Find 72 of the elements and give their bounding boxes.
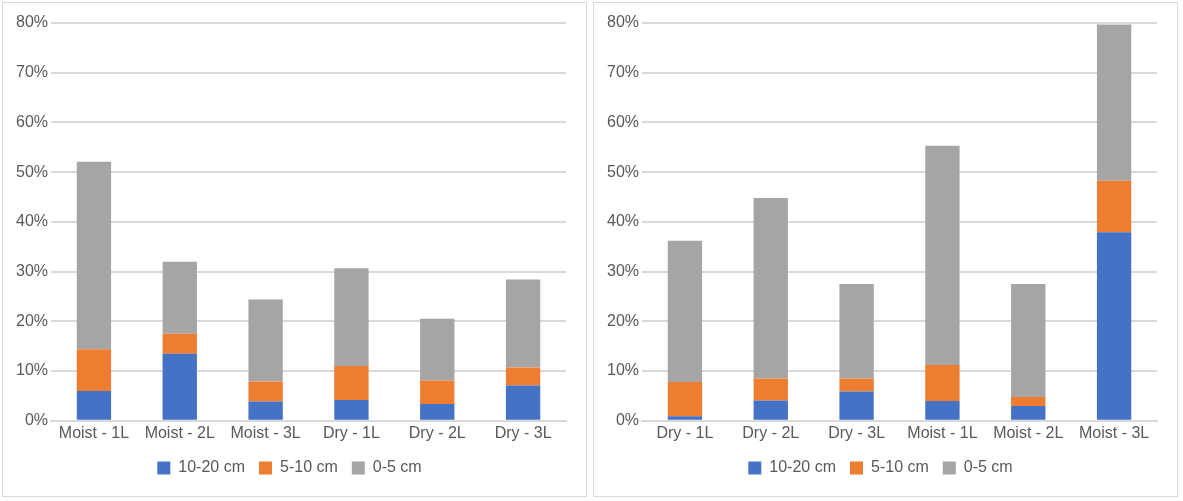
legend-label: 10-20 cm — [769, 458, 837, 476]
x-tick-label: Dry - 1L — [322, 423, 380, 441]
x-tick-label: Moist - 2L — [144, 423, 215, 441]
y-tick-label: 70% — [606, 63, 640, 81]
bar — [334, 268, 369, 367]
y-tick-label: 70% — [15, 63, 49, 81]
bar — [420, 380, 455, 404]
x-tick-label: Dry - 2L — [742, 423, 800, 441]
bar — [753, 400, 788, 420]
bar — [162, 261, 197, 334]
bar — [1011, 396, 1046, 406]
bar — [420, 318, 455, 381]
x-tick-label: Dry - 2L — [408, 423, 466, 441]
y-tick-label: 50% — [606, 162, 640, 180]
y-tick-label: 80% — [606, 13, 640, 31]
bar — [1011, 405, 1046, 420]
bar — [667, 240, 703, 383]
legend-label: 5-10 cm — [871, 458, 929, 476]
legend-label: 0-5 cm — [963, 458, 1013, 476]
bar — [1096, 232, 1132, 420]
bar — [1096, 180, 1132, 233]
bar — [334, 366, 369, 400]
y-tick-label: 20% — [15, 311, 49, 329]
y-tick-label: 0% — [24, 411, 49, 429]
legend-label: 0-5 cm — [372, 458, 422, 476]
y-tick-label: 20% — [606, 311, 640, 329]
bar — [839, 284, 874, 379]
x-tick-label: Dry - 3L — [494, 423, 552, 441]
y-tick-label: 50% — [15, 162, 49, 180]
x-tick-label: Moist - 1L — [907, 423, 978, 441]
bar — [248, 299, 283, 382]
bar — [925, 365, 960, 401]
bar — [925, 400, 960, 420]
y-tick-label: 30% — [15, 262, 49, 280]
x-tick-label: Moist - 3L — [230, 423, 301, 441]
y-tick-label: 80% — [15, 13, 49, 31]
x-tick-label: Moist - 1L — [58, 423, 130, 441]
x-tick-label: Moist - 3L — [1078, 423, 1150, 441]
bar — [248, 401, 283, 420]
bar — [76, 349, 112, 391]
bar — [420, 403, 455, 420]
bar — [925, 145, 960, 366]
bar — [505, 279, 541, 368]
bar — [162, 353, 197, 420]
bar — [667, 382, 703, 417]
y-tick-label: 10% — [15, 361, 49, 379]
y-tick-label: 60% — [606, 112, 640, 130]
bar — [753, 198, 788, 379]
bar — [667, 416, 703, 420]
y-tick-label: 10% — [606, 361, 640, 379]
bar — [334, 399, 369, 420]
x-tick-label: Dry - 3L — [828, 423, 886, 441]
y-tick-label: 30% — [606, 262, 640, 280]
x-tick-label: Dry - 1L — [656, 423, 714, 441]
y-tick-label: 40% — [606, 212, 640, 230]
bar — [505, 367, 541, 386]
legend-label: 5-10 cm — [280, 458, 338, 476]
bar — [1096, 24, 1132, 181]
y-tick-label: 40% — [15, 212, 49, 230]
bar — [248, 381, 283, 402]
y-tick-label: 60% — [15, 112, 49, 130]
bar — [505, 385, 541, 420]
bar — [839, 391, 874, 420]
bar — [76, 390, 112, 420]
bar — [753, 378, 788, 401]
bar — [76, 161, 112, 350]
legend-label: 10-20 cm — [178, 458, 246, 476]
y-tick-label: 0% — [615, 411, 640, 429]
bar — [839, 378, 874, 392]
bar — [162, 333, 197, 354]
bar — [1011, 284, 1046, 397]
x-tick-label: Moist - 2L — [993, 423, 1064, 441]
